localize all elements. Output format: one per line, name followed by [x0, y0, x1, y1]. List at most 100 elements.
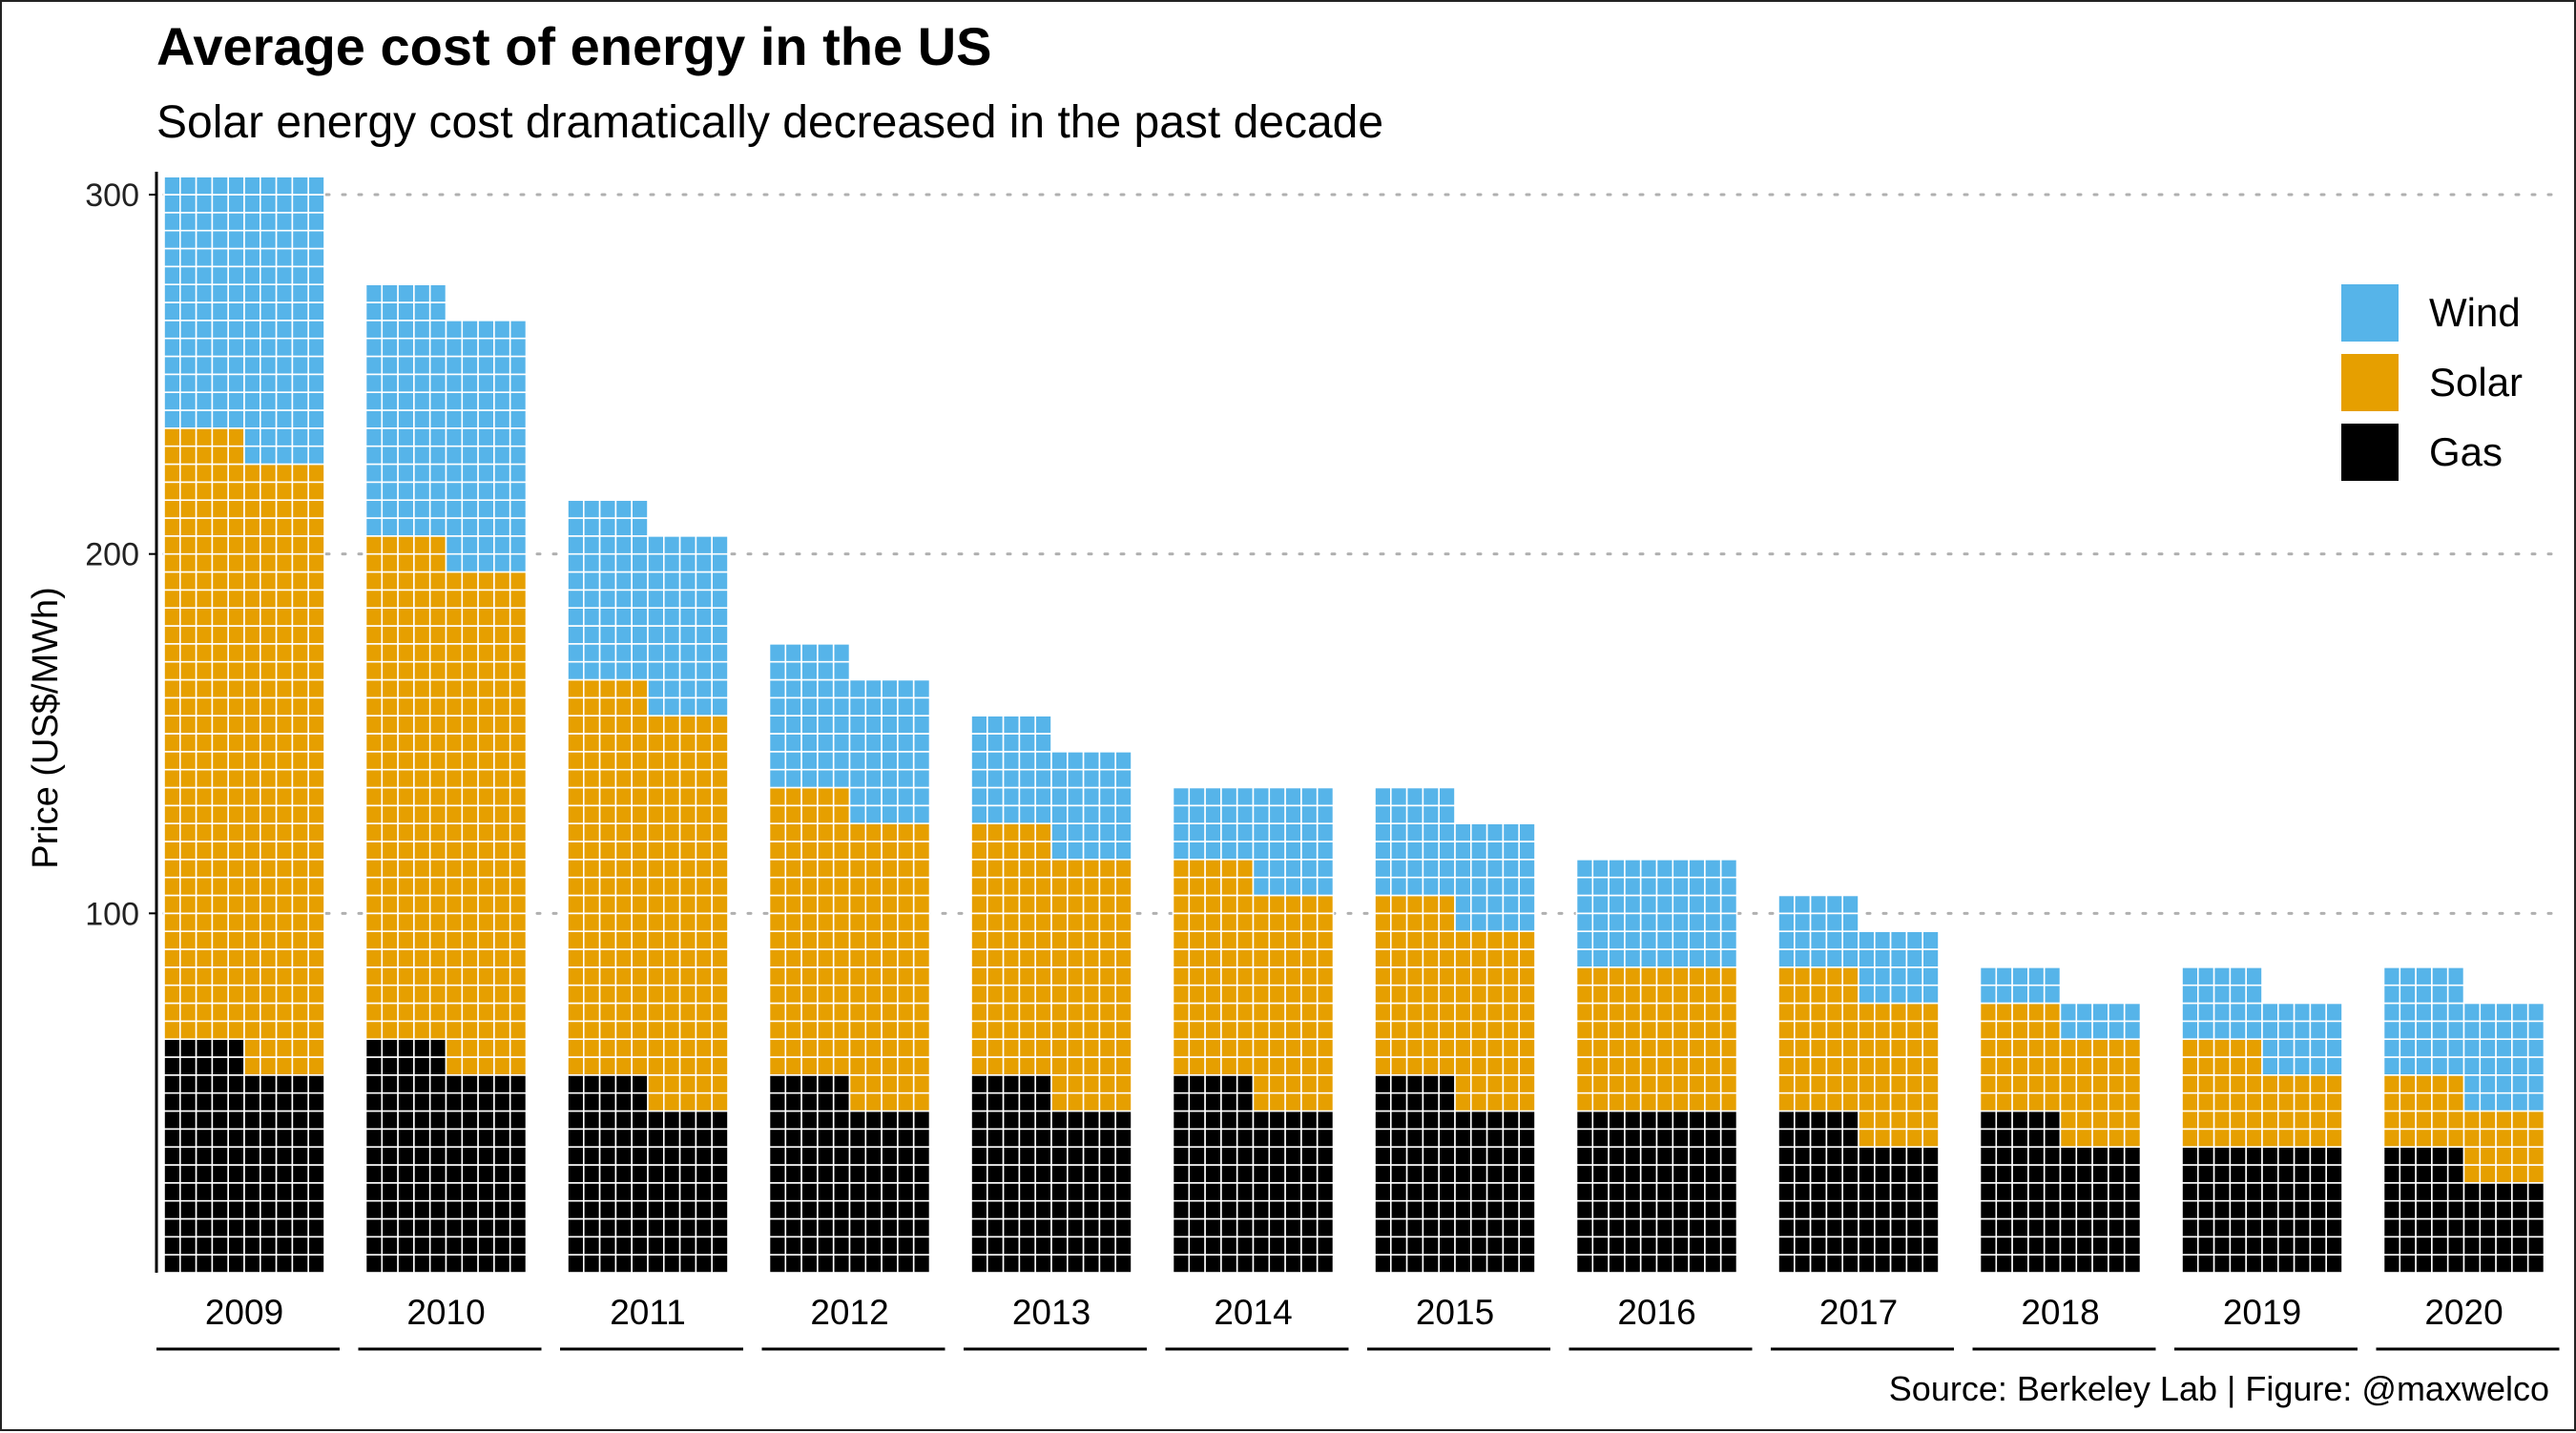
- waffle-cell: [1252, 1038, 1271, 1058]
- waffle-cell: [428, 373, 447, 393]
- waffle-cell: [2011, 984, 2029, 1005]
- waffle-cell: [291, 355, 309, 376]
- waffle-cell: [1316, 1182, 1335, 1202]
- waffle-cell: [259, 1254, 278, 1274]
- waffle-cell: [227, 1091, 245, 1112]
- waffle-cell: [711, 1199, 729, 1220]
- waffle-cell: [381, 625, 399, 645]
- waffle-cell: [211, 948, 229, 968]
- waffle-cell: [1114, 894, 1132, 915]
- waffle-cell: [2446, 1074, 2465, 1094]
- waffle-cell: [1188, 1182, 1206, 1202]
- waffle-cell: [227, 1020, 245, 1040]
- waffle-cell: [1204, 984, 1222, 1005]
- waffle-cell: [307, 1091, 325, 1112]
- waffle-cell: [2479, 1146, 2497, 1166]
- waffle-cell: [598, 1217, 617, 1238]
- waffle-cell: [1825, 984, 1844, 1005]
- waffle-cell: [678, 715, 697, 735]
- x-tick-label-2013: 2013: [1012, 1293, 1091, 1332]
- waffle-cell: [800, 1020, 819, 1040]
- waffle-cell: [631, 625, 649, 645]
- waffle-cell: [678, 984, 697, 1005]
- waffle-cell: [1979, 1217, 1998, 1238]
- waffle-cell: [2446, 1056, 2465, 1076]
- waffle-cell: [493, 373, 511, 393]
- waffle-cell: [227, 715, 245, 735]
- waffle-cell: [1688, 1074, 1706, 1094]
- waffle-cell: [364, 733, 384, 753]
- waffle-cell: [1858, 1128, 1876, 1148]
- waffle-cell: [1422, 912, 1441, 932]
- waffle-cell: [243, 733, 261, 753]
- waffle-cell: [598, 912, 617, 932]
- waffle-cell: [179, 930, 197, 950]
- waffle-cell: [1405, 1164, 1424, 1184]
- waffle-cell: [413, 1146, 431, 1166]
- waffle-cell: [768, 1182, 787, 1202]
- waffle-cell: [970, 786, 988, 807]
- waffle-cell: [275, 427, 294, 447]
- waffle-cell: [1438, 1002, 1456, 1023]
- waffle-cell: [493, 409, 511, 429]
- waffle-cell: [678, 643, 697, 663]
- waffle-cell: [1841, 1182, 1859, 1202]
- waffle-cell: [1374, 1110, 1392, 1131]
- waffle-cell: [2197, 1056, 2215, 1076]
- waffle-cell: [1470, 1110, 1488, 1131]
- waffle-cell: [195, 625, 214, 645]
- waffle-cell: [2059, 1146, 2078, 1166]
- waffle-cell: [2415, 1182, 2433, 1202]
- waffle-cell: [1470, 930, 1488, 950]
- waffle-cell: [1390, 859, 1408, 879]
- waffle-cell: [1390, 876, 1408, 897]
- waffle-cell: [227, 552, 245, 573]
- waffle-cell: [163, 930, 181, 950]
- waffle-cell: [381, 463, 399, 484]
- waffle-cell: [2526, 1074, 2545, 1094]
- waffle-cell: [2462, 1164, 2482, 1184]
- waffle-cell: [1067, 1199, 1085, 1220]
- waffle-cell: [381, 1182, 399, 1202]
- chart-title: Average cost of energy in the US: [156, 16, 992, 76]
- waffle-cell: [461, 715, 479, 735]
- waffle-cell: [631, 1182, 649, 1202]
- waffle-cell: [428, 1074, 447, 1094]
- waffle-cell: [397, 1254, 415, 1274]
- waffle-cell: [1082, 1002, 1101, 1023]
- waffle-cell: [1405, 948, 1424, 968]
- waffle-cell: [1374, 841, 1392, 861]
- waffle-cell: [1422, 1217, 1441, 1238]
- waffle-cell: [784, 678, 802, 699]
- waffle-cell: [1704, 1146, 1722, 1166]
- waffle-cell: [662, 571, 681, 592]
- waffle-cell: [163, 1038, 181, 1058]
- waffle-cell: [582, 1074, 601, 1094]
- waffle-cell: [1922, 1199, 1940, 1220]
- waffle-cell: [1518, 1254, 1536, 1274]
- waffle-cell: [275, 247, 294, 268]
- waffle-cell: [275, 678, 294, 699]
- waffle-cell: [275, 607, 294, 627]
- waffle-cell: [428, 589, 447, 609]
- waffle-cell: [275, 1128, 294, 1148]
- waffle-cell: [1098, 966, 1117, 986]
- waffle-cell: [2526, 1182, 2545, 1202]
- waffle-cell: [817, 859, 835, 879]
- waffle-cell: [987, 1182, 1005, 1202]
- waffle-cell: [2123, 1091, 2142, 1112]
- waffle-cell: [2091, 1217, 2109, 1238]
- waffle-cell: [695, 552, 714, 573]
- waffle-cell: [227, 1002, 245, 1023]
- waffle-cell: [227, 1038, 245, 1058]
- waffle-cell: [381, 1236, 399, 1256]
- waffle-cell: [1268, 984, 1286, 1005]
- waffle-cell: [445, 607, 464, 627]
- waffle-cell: [1422, 1236, 1441, 1256]
- waffle-cell: [179, 463, 197, 484]
- waffle-cell: [832, 696, 851, 716]
- waffle-cell: [1188, 1091, 1206, 1112]
- waffle-cell: [493, 876, 511, 897]
- waffle-cell: [1405, 804, 1424, 824]
- waffle-cell: [1688, 930, 1706, 950]
